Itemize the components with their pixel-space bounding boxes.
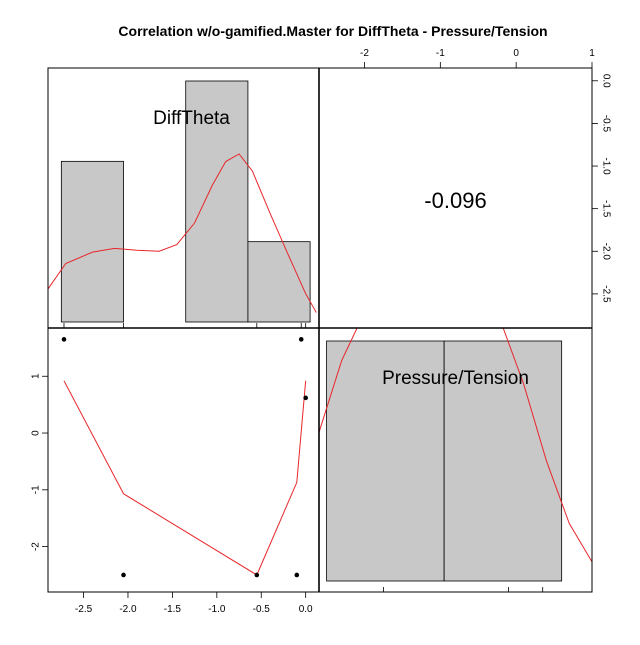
scatter-point bbox=[254, 572, 260, 578]
x-tick-label: -0.5 bbox=[253, 604, 271, 615]
histogram-bar bbox=[60, 160, 124, 323]
y-tick-label: -1 bbox=[31, 485, 42, 494]
chart-title: Correlation w/o-gamified.Master for Diff… bbox=[118, 23, 547, 39]
diag-label-pressure: Pressure/Tension bbox=[382, 368, 529, 389]
top-tick-label: -2 bbox=[360, 48, 369, 59]
density-curve bbox=[47, 153, 317, 313]
right-tick-label: -1.5 bbox=[600, 200, 611, 218]
y-tick-label: 1 bbox=[31, 373, 42, 379]
histogram-bar bbox=[326, 340, 445, 582]
histogram-bar bbox=[247, 241, 311, 323]
right-tick-label: -2.5 bbox=[600, 285, 611, 303]
x-tick-label: 0.0 bbox=[299, 604, 313, 615]
top-tick-label: 1 bbox=[589, 48, 595, 59]
right-tick-label: -2.0 bbox=[600, 243, 611, 261]
x-tick-label: -2.5 bbox=[75, 604, 93, 615]
right-tick-label: -1.0 bbox=[600, 157, 611, 175]
scatter-point bbox=[294, 572, 300, 578]
histogram-bar bbox=[185, 80, 249, 323]
y-tick-label: 0 bbox=[31, 430, 42, 436]
diag-label-difftheta: DiffTheta bbox=[153, 108, 230, 129]
density-curve bbox=[319, 328, 592, 563]
smooth-line bbox=[63, 380, 307, 576]
top-tick-label: -1 bbox=[436, 48, 445, 59]
right-tick-label: -0.5 bbox=[600, 115, 611, 133]
correlation-value: -0.096 bbox=[424, 188, 486, 213]
x-tick-label: -1.5 bbox=[164, 604, 182, 615]
matrix-frame bbox=[47, 67, 593, 593]
scatter-point bbox=[298, 337, 304, 342]
top-tick-label: 0 bbox=[513, 48, 519, 59]
x-tick-label: -2.0 bbox=[119, 604, 137, 615]
x-tick-label: -1.0 bbox=[208, 604, 226, 615]
histogram-bar bbox=[443, 340, 563, 582]
scatter-point bbox=[121, 572, 126, 578]
right-tick-label: 0.0 bbox=[600, 74, 611, 88]
y-tick-label: -2 bbox=[31, 542, 42, 551]
scatter-point bbox=[303, 395, 308, 401]
scatter-point bbox=[61, 337, 67, 342]
